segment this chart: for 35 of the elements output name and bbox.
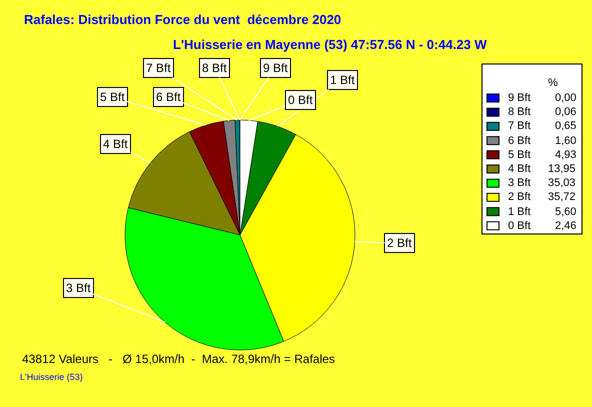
data-label: 4,93	[555, 149, 576, 161]
data-label: 2,46	[555, 220, 576, 232]
slice-label: 7 Bft	[146, 61, 172, 75]
slice-label: 8 Bft	[202, 61, 228, 75]
chart-title: Rafales: Distribution Force du vent décembre 2020	[24, 12, 342, 27]
legend-label: 5 Bft	[508, 149, 531, 161]
slice-label: 1 Bft	[330, 73, 356, 87]
slice-label: 2 Bft	[387, 236, 412, 250]
slice-label: 0 Bft	[288, 93, 314, 107]
data-label: 0,65	[555, 120, 576, 132]
legend-label: 3 Bft	[508, 177, 531, 189]
legend-label: 7 Bft	[508, 120, 531, 132]
legend-label: 2 Bft	[508, 191, 531, 203]
data-label: 35,03	[548, 177, 576, 189]
legend-label: 6 Bft	[508, 135, 531, 147]
data-label: 0,06	[555, 106, 576, 118]
chart-subtitle: L'Huisserie en Mayenne (53) 47:57.56 N - 0:44.23 W	[173, 37, 488, 52]
data-label: 5,60	[555, 206, 576, 218]
legend-label: 9 Bft	[508, 92, 531, 104]
legend-title: %	[548, 77, 558, 89]
slice-label: 6 Bft	[156, 90, 182, 104]
legend-label: 4 Bft	[508, 163, 531, 175]
legend-label: 8 Bft	[508, 106, 531, 118]
text: 0,00	[555, 92, 576, 104]
data-label: 35,72	[548, 191, 576, 203]
category-label: 9 Bft	[263, 61, 288, 75]
text: L'Huisserie (53)	[20, 372, 83, 382]
data-label: 1,60	[555, 135, 576, 147]
text: 43812 Valeurs - Ø 15,0km/h - Max. 78,9km/h = Rafales	[22, 352, 335, 366]
legend-label: 1 Bft	[508, 206, 531, 218]
legend-label: 0 Bft	[508, 220, 531, 232]
slice-label: 4 Bft	[103, 137, 128, 151]
data-label: 13,95	[548, 163, 576, 175]
slice-label: 5 Bft	[100, 90, 126, 104]
slice-label: 3 Bft	[66, 281, 92, 295]
